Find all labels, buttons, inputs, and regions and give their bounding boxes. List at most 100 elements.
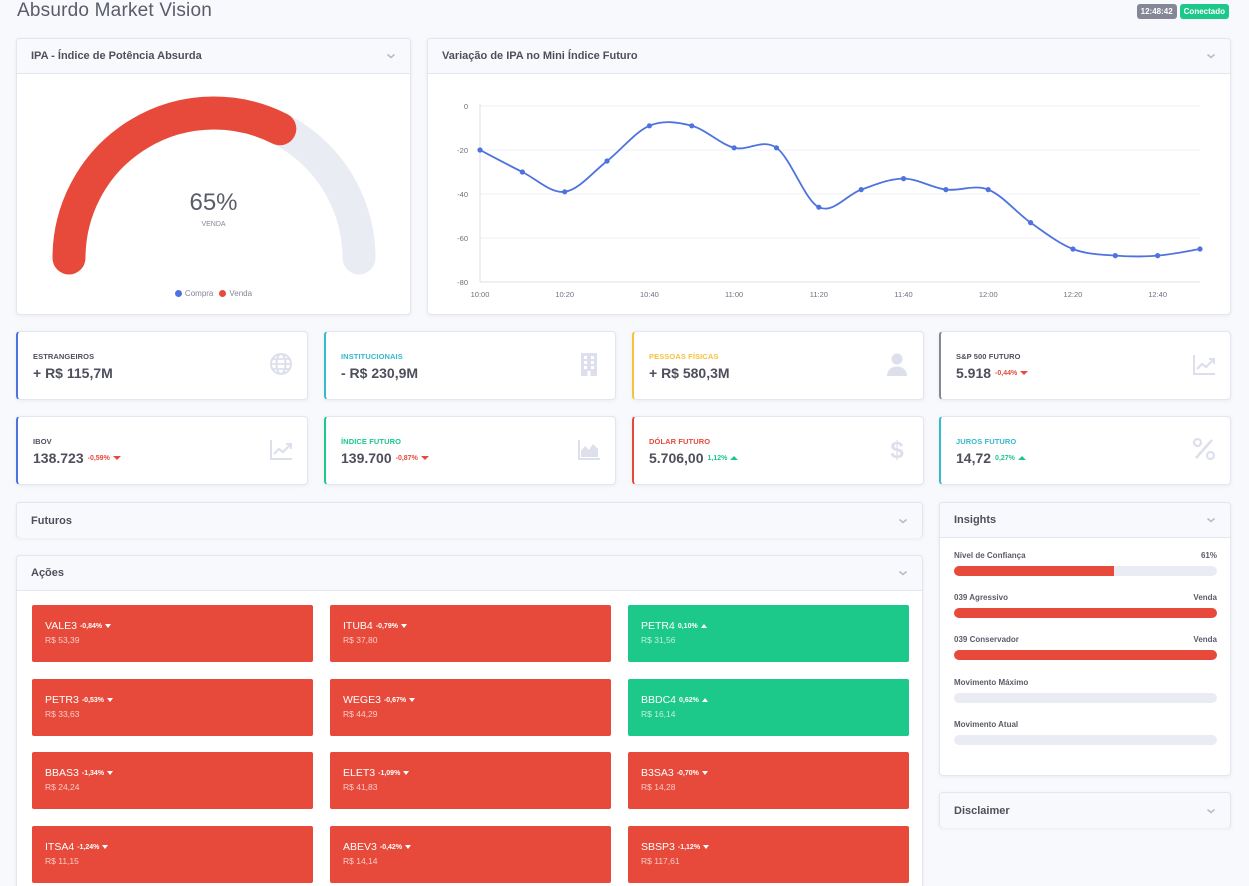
- stock-price: R$ 37,80: [343, 635, 378, 645]
- stat-label: PESSOAS FÍSICAS: [649, 352, 719, 361]
- caret-down-icon: [102, 845, 109, 849]
- stock-symbol: WEGE3 -0,67%: [343, 694, 416, 706]
- stock-tile-petr4[interactable]: PETR4 0,10% R$ 31,56: [628, 605, 909, 662]
- insight-value: 61%: [1200, 551, 1217, 560]
- stock-tile-petr3[interactable]: PETR3 -0,53% R$ 33,63: [32, 679, 313, 736]
- stock-price: R$ 16,14: [641, 709, 676, 719]
- stock-tile-elet3[interactable]: ELET3 -1,09% R$ 41,83: [330, 752, 611, 809]
- x-tick-label: 11:20: [810, 290, 828, 299]
- caret-down-icon: [405, 845, 412, 849]
- stat-value: 5.706,00 1,12%: [649, 450, 739, 466]
- caret-up-icon: [730, 456, 739, 460]
- chevron-down-icon[interactable]: [1206, 516, 1216, 524]
- stat-card-estrangeiros: ESTRANGEIROS + R$ 115,7M: [16, 331, 308, 400]
- legend-item-compra[interactable]: Compra: [174, 289, 213, 298]
- ipa-gauge-header: IPA - Índice de Potência Absurda: [17, 39, 410, 74]
- disclaimer-header[interactable]: Disclaimer: [940, 793, 1230, 828]
- caret-down-icon: [105, 624, 112, 628]
- stock-tile-sbsp3[interactable]: SBSP3 -1,12% R$ 117,61: [628, 826, 909, 883]
- chevron-down-icon[interactable]: [898, 569, 908, 577]
- data-point: [562, 189, 568, 195]
- chevron-down-icon[interactable]: [1206, 807, 1216, 815]
- x-tick-label: 10:40: [640, 290, 659, 299]
- insight-row: Movimento Atual: [954, 720, 1217, 745]
- stock-symbol: ABEV3 -0,42%: [343, 841, 412, 853]
- insights-title: Insights: [954, 514, 997, 526]
- insight-progress-bar: [954, 566, 1217, 576]
- caret-down-icon: [701, 771, 708, 775]
- stat-label: ÍNDICE FUTURO: [341, 437, 402, 446]
- gauge-fill-venda: [52, 96, 297, 275]
- x-tick-label: 12:00: [979, 290, 998, 299]
- ipa-variation-card: Variação de IPA no Mini Índice Futuro 0 -…: [427, 38, 1231, 315]
- data-point: [1155, 253, 1161, 259]
- insight-value: Venda: [1193, 593, 1217, 602]
- page-title: Absurdo Market Vision: [17, 0, 212, 21]
- data-point: [985, 187, 991, 193]
- acoes-title: Ações: [31, 567, 65, 579]
- gauge-legend: Compra Venda: [17, 289, 410, 298]
- stock-tile-bbas3[interactable]: BBAS3 -1,34% R$ 24,24: [32, 752, 313, 809]
- disclaimer-card: Disclaimer: [939, 792, 1231, 828]
- data-point: [900, 176, 907, 182]
- data-point: [1027, 220, 1034, 226]
- insight-label: Movimento Máximo: [954, 678, 1029, 687]
- x-tick-label: 11:40: [894, 290, 912, 299]
- stat-value: 5.918 -0,44%: [956, 365, 1029, 381]
- stat-value: 139.700 -0,87%: [341, 450, 429, 466]
- stock-symbol: BBAS3 -1,34%: [45, 767, 114, 779]
- chevron-down-icon[interactable]: [898, 517, 908, 525]
- stock-tile-b3sa3[interactable]: B3SA3 -0,70% R$ 14,28: [628, 752, 909, 809]
- globe-icon: [269, 352, 293, 376]
- caret-down-icon: [703, 845, 710, 849]
- x-tick-label: 12:40: [1148, 290, 1167, 299]
- clock-badge: 12:48:42: [1136, 4, 1177, 19]
- svg-text:$: $: [890, 437, 904, 461]
- stock-tile-vale3[interactable]: VALE3 -0,84% R$ 53,39: [32, 605, 313, 662]
- chevron-down-icon[interactable]: [386, 52, 396, 60]
- stat-card-juros-futuro: JUROS FUTURO 14,72 0,27%: [939, 416, 1231, 485]
- y-tick-label: -40: [457, 190, 468, 199]
- insight-row: Nível de Confiança 61%: [954, 551, 1217, 576]
- ipa-gauge-card: IPA - Índice de Potência Absurda 65% VEN…: [16, 38, 411, 315]
- stock-symbol: B3SA3 -0,70%: [641, 767, 708, 779]
- stock-price: R$ 44,29: [343, 709, 378, 719]
- insight-label: 039 Conservador: [954, 635, 1019, 644]
- ipa-variation-header: Variação de IPA no Mini Índice Futuro: [428, 39, 1230, 74]
- acoes-header: Ações: [17, 556, 922, 591]
- futuros-header[interactable]: Futuros: [17, 503, 922, 538]
- futuros-card: Futuros: [16, 502, 923, 538]
- data-point: [689, 123, 695, 129]
- stock-symbol: ITUB4 -0,79%: [343, 620, 407, 632]
- insight-progress-fill: [954, 566, 1115, 576]
- chevron-down-icon[interactable]: [1206, 52, 1216, 60]
- insight-progress-bar: [954, 650, 1217, 660]
- stock-symbol: VALE3 -0,84%: [45, 620, 112, 632]
- data-point: [816, 204, 822, 210]
- stat-change: -0,44%: [995, 370, 1029, 377]
- stock-tile-itsa4[interactable]: ITSA4 -1,24% R$ 11,15: [32, 826, 313, 883]
- ipa-gauge-title: IPA - Índice de Potência Absurda: [31, 50, 202, 62]
- stock-price: R$ 11,15: [45, 856, 79, 866]
- insight-row: 039 Conservador Venda: [954, 635, 1217, 660]
- stat-card-s-p-500-futuro: S&P 500 FUTURO 5.918 -0,44%: [939, 331, 1231, 400]
- insight-label: 039 Agressivo: [954, 593, 1008, 602]
- caret-down-icon: [420, 456, 429, 460]
- stat-label: JUROS FUTURO: [956, 437, 1017, 446]
- stock-tile-bbdc4[interactable]: BBDC4 0,62% R$ 16,14: [628, 679, 909, 736]
- chart-line-icon: [269, 437, 293, 461]
- stock-symbol: PETR3 -0,53%: [45, 694, 114, 706]
- insight-row: Movimento Máximo: [954, 678, 1217, 703]
- data-point: [604, 158, 610, 164]
- chart-line-icon: [1192, 352, 1216, 376]
- insight-progress-bar: [954, 608, 1217, 618]
- stock-tile-wege3[interactable]: WEGE3 -0,67% R$ 44,29: [330, 679, 611, 736]
- stat-label: INSTITUCIONAIS: [341, 352, 403, 361]
- stock-symbol: BBDC4 0,62%: [641, 694, 708, 706]
- stock-tile-abev3[interactable]: ABEV3 -0,42% R$ 14,14: [330, 826, 611, 883]
- stat-change: 0,27%: [995, 455, 1026, 462]
- stat-change: 1,12%: [708, 455, 739, 462]
- caret-down-icon: [403, 771, 410, 775]
- legend-item-venda[interactable]: Venda: [219, 289, 252, 298]
- stock-tile-itub4[interactable]: ITUB4 -0,79% R$ 37,80: [330, 605, 611, 662]
